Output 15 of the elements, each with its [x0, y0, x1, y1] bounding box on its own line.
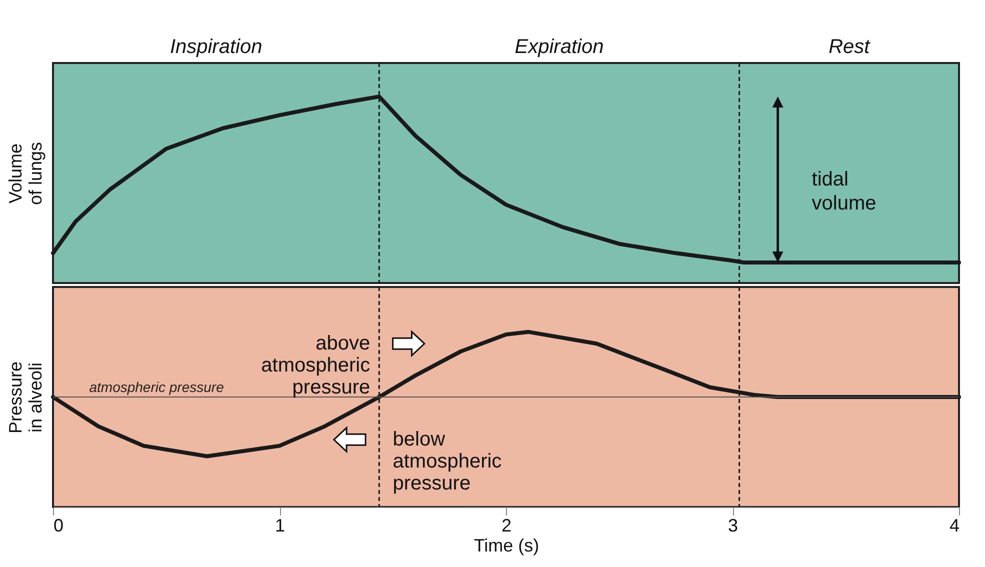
x-tick-label: 1	[274, 516, 286, 536]
text: Rest	[828, 36, 872, 58]
x-tick-label: 0	[54, 516, 64, 536]
annotation: above atmospheric pressure	[261, 332, 370, 399]
y-axis-title: Pressure in alveoli	[6, 361, 46, 434]
annotation: tidal volume	[812, 168, 876, 215]
text: Expiration	[514, 36, 604, 58]
x-tick-label: 4	[949, 516, 960, 536]
x-tick-label: 2	[501, 516, 512, 536]
x-axis-title: Time (s)	[474, 536, 540, 556]
ref-line-label: atmospheric pressure	[89, 379, 224, 395]
y-axis-title: Volume of lungs	[6, 142, 46, 206]
annotation: below atmospheric pressure	[392, 428, 502, 495]
x-tick-label: 3	[728, 516, 738, 536]
text: Inspiration	[170, 36, 262, 58]
